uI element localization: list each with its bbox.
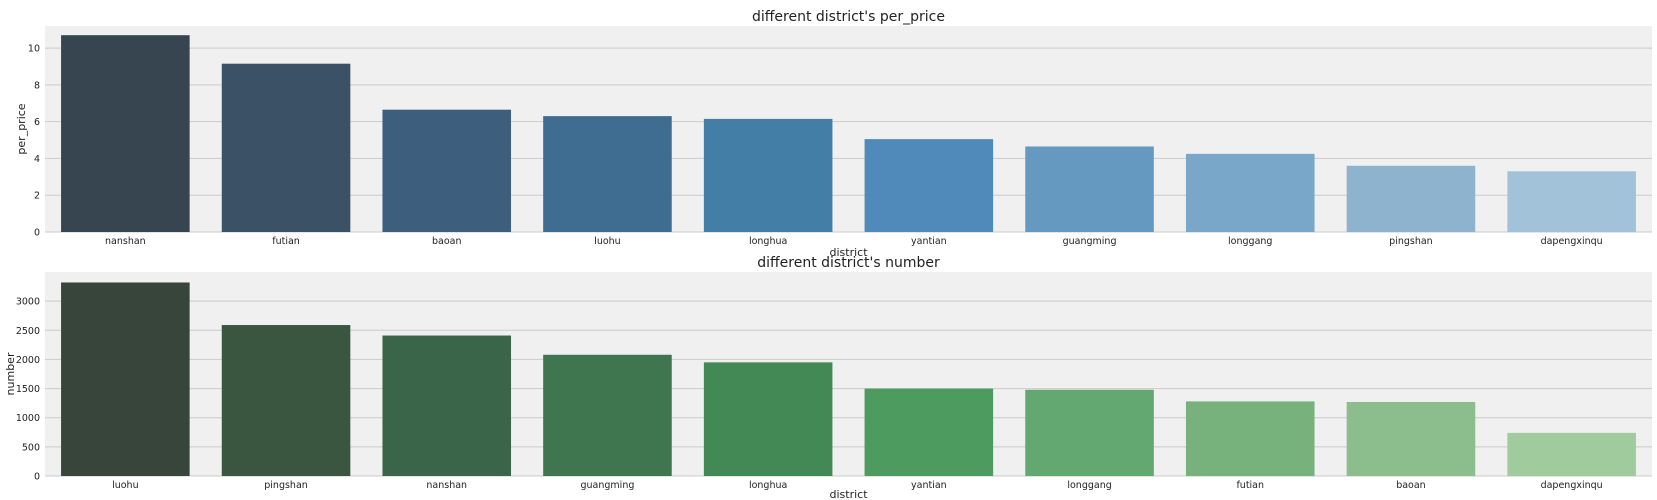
- y-tick-label: 2000: [16, 355, 40, 366]
- bar-baoan: [1346, 401, 1476, 476]
- x-tick-label: yantian: [911, 236, 947, 247]
- y-axis-label-number: number: [4, 352, 17, 395]
- bar-guangming: [1025, 146, 1154, 232]
- bar-longhua: [703, 118, 833, 232]
- bar-dapengxinqu: [1507, 171, 1636, 232]
- y-tick-label: 8: [34, 80, 40, 91]
- bar-pingshan: [221, 325, 351, 476]
- chart-per-price: 0 2 4 6 8 10 nanshan futian baoan luohu longhua ya…: [15, 9, 1652, 259]
- x-tick-label: pingshan: [1389, 236, 1433, 247]
- chart-title-number: different district's number: [757, 255, 940, 271]
- bar-yantian: [864, 388, 994, 476]
- x-tick-label: dapengxinqu: [1541, 236, 1603, 247]
- y-tick-label: 2500: [16, 326, 40, 337]
- x-tick-label: luohu: [594, 236, 621, 247]
- bar-nanshan: [382, 335, 512, 476]
- x-tick-label: guangming: [581, 480, 635, 491]
- y-tick-label: 3000: [16, 297, 40, 308]
- x-tick-label: dapengxinqu: [1541, 480, 1603, 491]
- x-tick-label: nanshan: [426, 480, 467, 491]
- chart-title-per-price: different district's per_price: [752, 9, 945, 25]
- x-axis-label-per-price: district: [829, 246, 868, 259]
- x-tick-label: baoan: [1396, 480, 1426, 491]
- bar-futian: [1185, 401, 1315, 476]
- bar-guangming: [543, 354, 672, 476]
- x-tick-label: futian: [272, 236, 300, 247]
- x-tick-label: guangming: [1063, 236, 1117, 247]
- y-axis-label-per-price: per_price: [15, 103, 28, 154]
- x-tick-label: longhua: [749, 480, 787, 491]
- x-tick-label: futian: [1236, 480, 1264, 491]
- x-tick-label: longgang: [1067, 480, 1111, 491]
- bar-nanshan: [61, 35, 190, 233]
- bar-pingshan: [1346, 165, 1476, 232]
- y-tick-label: 6: [34, 117, 40, 128]
- chart-number: 0 500 1000 1500 2000 2500 3000 luohu pingshan na…: [4, 255, 1652, 500]
- x-tick-label: luohu: [112, 480, 139, 491]
- x-tick-label: pingshan: [264, 480, 308, 491]
- bar-dapengxinqu: [1507, 432, 1636, 476]
- bar-longgang: [1025, 389, 1154, 476]
- y-tick-label: 500: [22, 442, 40, 453]
- x-tick-label: nanshan: [105, 236, 146, 247]
- y-tick-label: 4: [34, 154, 40, 165]
- bar-luohu: [543, 116, 672, 232]
- bar-luohu: [61, 282, 190, 476]
- y-tick-label: 2: [34, 191, 40, 202]
- bar-baoan: [382, 109, 512, 232]
- y-tick-label: 1000: [16, 413, 40, 424]
- bar-longgang: [1185, 153, 1315, 232]
- y-tick-label: 0: [34, 228, 40, 239]
- bar-longhua: [703, 362, 833, 476]
- x-tick-label: longhua: [749, 236, 787, 247]
- x-tick-label: yantian: [911, 480, 947, 491]
- bar-futian: [221, 63, 351, 233]
- x-tick-label: baoan: [432, 236, 462, 247]
- bar-yantian: [864, 139, 994, 232]
- x-axis-label-number: district: [829, 488, 868, 500]
- y-tick-label: 0: [34, 472, 40, 483]
- y-tick-label: 10: [28, 44, 40, 55]
- x-tick-label: longgang: [1228, 236, 1272, 247]
- y-tick-label: 1500: [16, 384, 40, 395]
